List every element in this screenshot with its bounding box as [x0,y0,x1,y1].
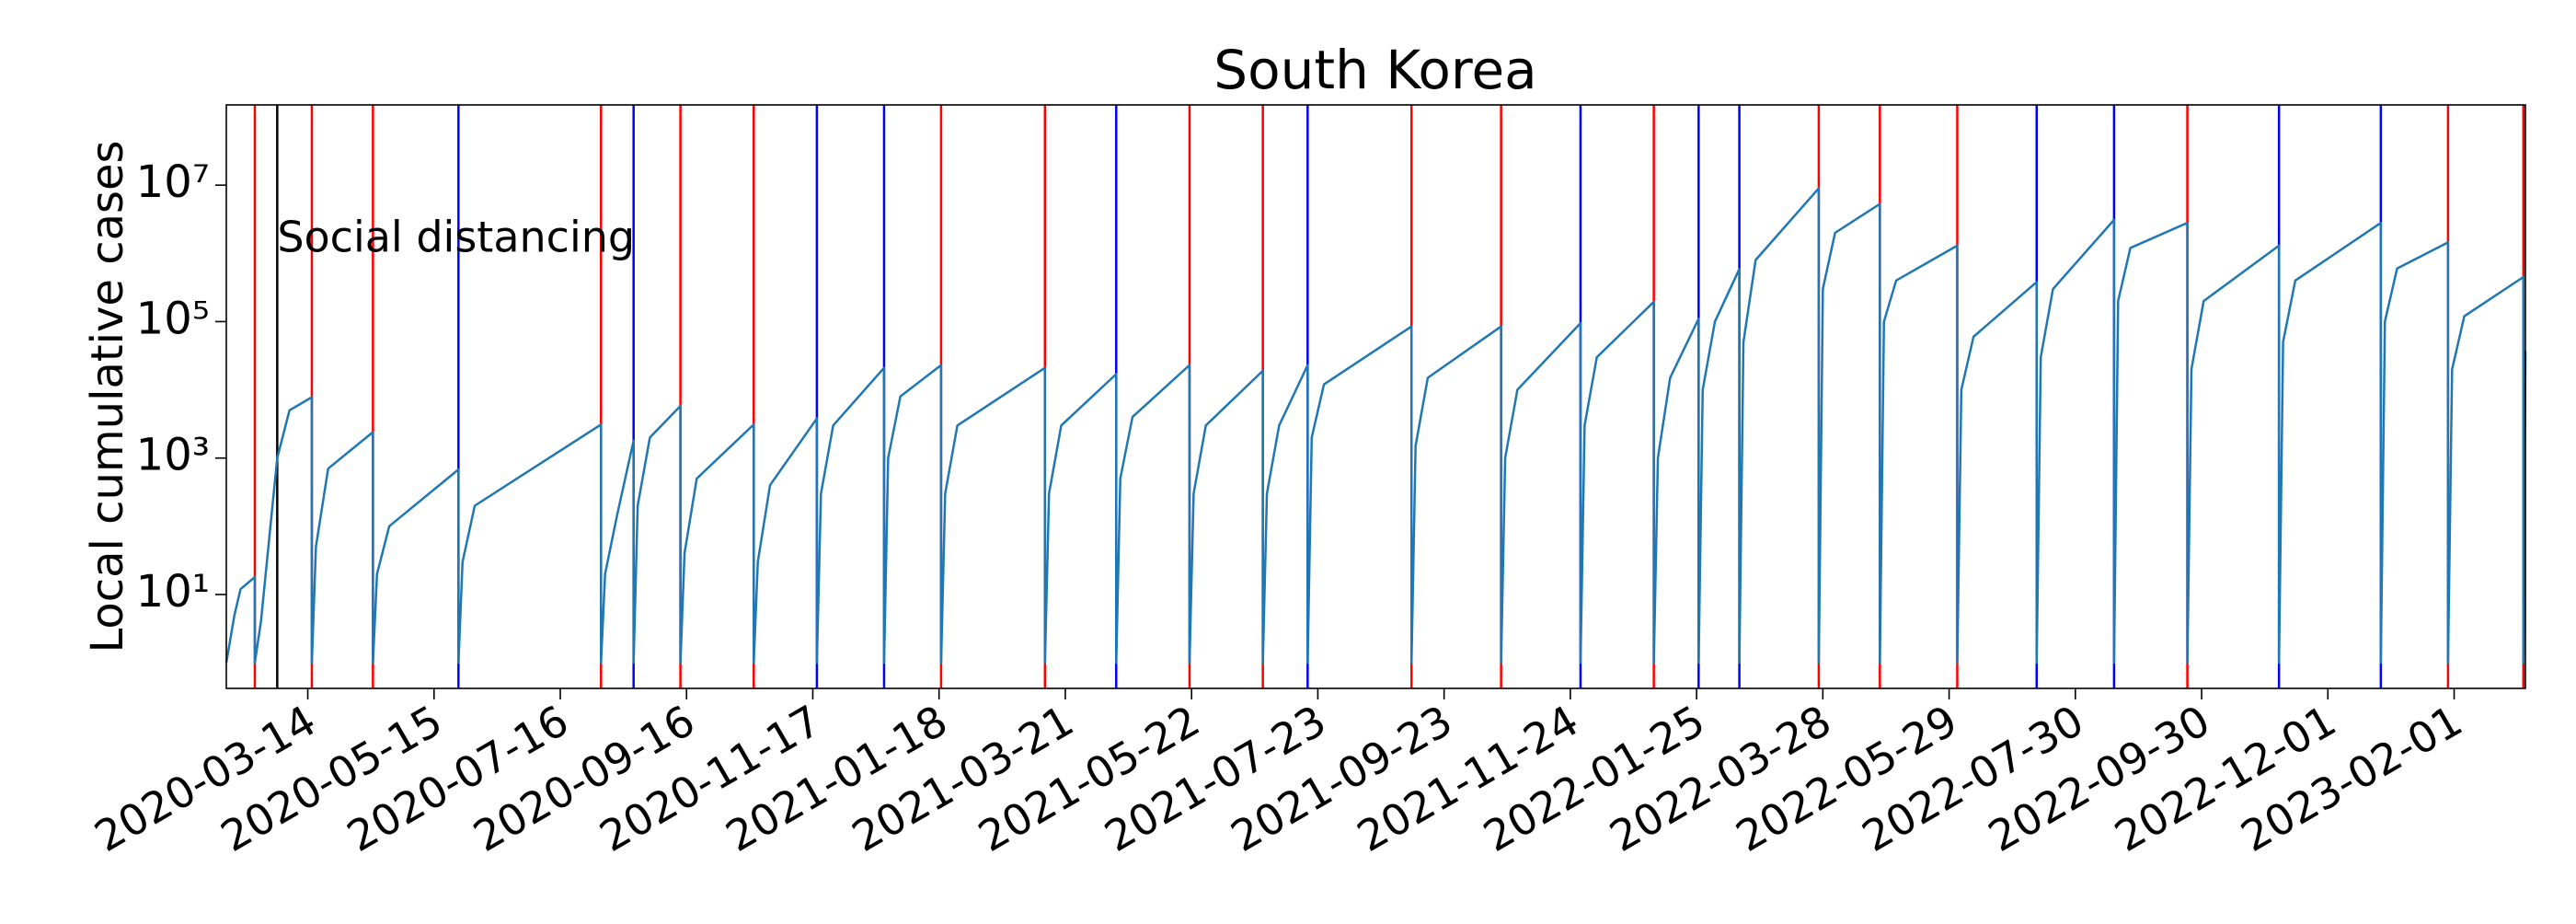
y-tick-label: 10¹ [136,566,210,618]
y-tick-label: 10⁵ [136,293,210,344]
y-tick-label: 10⁷ [136,156,210,208]
annotation: Social distancing [277,213,635,262]
y-axis-label: Local cumulative cases [82,140,133,653]
y-tick-label: 10³ [136,430,210,481]
chart-title: South Korea [1213,39,1536,101]
data-line [224,187,2527,664]
plot-frame [225,104,2526,689]
